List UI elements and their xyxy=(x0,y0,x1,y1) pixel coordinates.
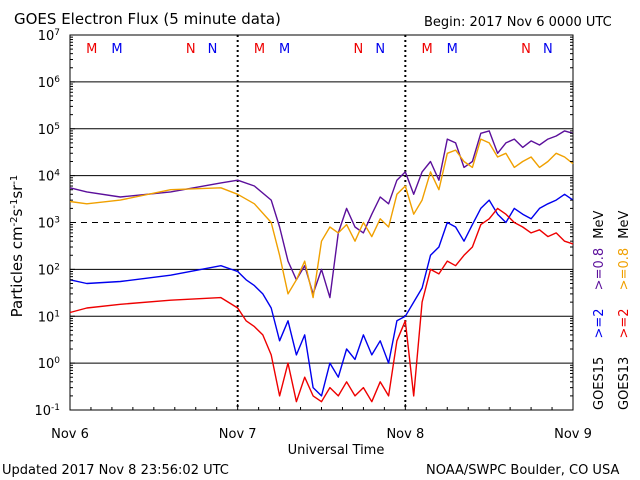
series-lines xyxy=(69,130,574,403)
marker-label: M xyxy=(447,42,458,57)
series-line xyxy=(69,138,574,299)
x-tick-label: Nov 7 xyxy=(219,427,257,442)
begin-time: Begin: 2017 Nov 6 0000 UTC xyxy=(424,15,612,30)
y-tick-label: 105 xyxy=(38,122,60,138)
x-tick-label: Nov 8 xyxy=(386,427,424,442)
marker-label: N xyxy=(543,42,553,57)
legend-goes13: GOES13 >=2 >=0.8 MeV xyxy=(617,211,632,410)
marker-label: N xyxy=(354,42,364,57)
marker-label: N xyxy=(521,42,531,57)
marker-label: N xyxy=(375,42,385,57)
legend-goes15-high: >=2 xyxy=(592,308,607,338)
x-tick-label: Nov 6 xyxy=(51,427,89,442)
legend-goes13-high: >=2 xyxy=(617,308,632,338)
legend-goes15: GOES15 >=2 >=0.8 MeV xyxy=(592,211,607,410)
updated-time: Updated 2017 Nov 8 23:56:02 UTC xyxy=(2,463,229,478)
marker-label: N xyxy=(186,42,196,57)
chart-title: GOES Electron Flux (5 minute data) xyxy=(14,10,281,28)
marker-label: M xyxy=(254,42,265,57)
series-line xyxy=(69,207,574,403)
y-tick-label: 100 xyxy=(38,356,61,372)
marker-label: M xyxy=(86,42,97,57)
x-tick-labels: Nov 6 Nov 7 Nov 8 Nov 9 xyxy=(51,404,592,442)
series-line xyxy=(69,130,574,299)
marker-label: M xyxy=(111,42,122,57)
y-tick-label: 102 xyxy=(38,262,60,278)
y-tick-label: 101 xyxy=(38,309,60,325)
noaa-credit: NOAA/SWPC Boulder, CO USA xyxy=(426,463,619,478)
legend-goes13-label: GOES13 xyxy=(617,357,632,410)
marker-label: M xyxy=(422,42,433,57)
marker-label: M xyxy=(279,42,290,57)
y-tick-label: 106 xyxy=(38,75,61,91)
x-tick-label: Nov 9 xyxy=(554,427,592,442)
legend-goes15-low: >=0.8 xyxy=(592,248,607,290)
series-line xyxy=(69,193,574,397)
legend-goes13-low: >=0.8 xyxy=(617,248,632,290)
y-tick-label: 104 xyxy=(38,169,61,185)
legend-goes15-label: GOES15 xyxy=(592,357,607,410)
svg-text:GOES15 >=2 >=0.8: GOES15 >=2 >=0.8 MeV xyxy=(592,211,607,410)
y-tick-label: 10-1 xyxy=(34,403,60,419)
y-axis-label: Particles cm-2s-1sr-1 xyxy=(8,175,26,318)
svg-text:GOES13 >=2 >=0.8: GOES13 >=2 >=0.8 MeV xyxy=(617,211,632,410)
marker-label: N xyxy=(208,42,218,57)
y-tick-label: 103 xyxy=(38,216,60,232)
legend-goes15-unit: MeV xyxy=(592,211,607,239)
x-axis-label: Universal Time xyxy=(288,443,385,458)
legend-goes13-unit: MeV xyxy=(617,211,632,239)
y-tick-label: 107 xyxy=(38,28,60,44)
plot-area xyxy=(69,34,574,411)
